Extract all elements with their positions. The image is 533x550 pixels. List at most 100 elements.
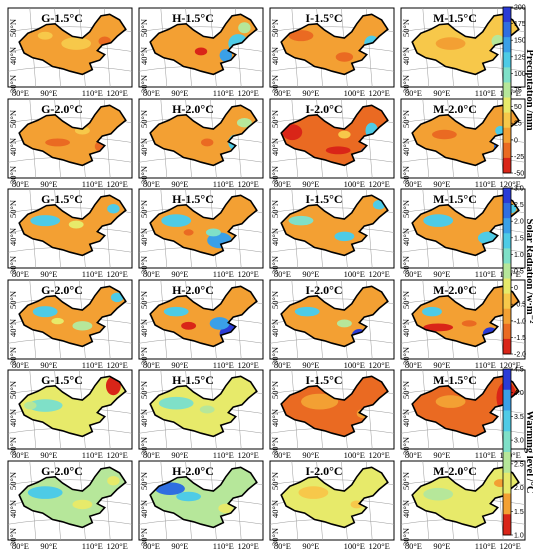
- longitude-label: 80°E: [274, 269, 291, 279]
- latitude-label: 50°N: [139, 19, 149, 37]
- value-region: [181, 321, 197, 330]
- china-outline: [18, 13, 127, 76]
- value-region: [72, 321, 93, 331]
- longitude-label: 120°E: [237, 179, 258, 189]
- longitude-label: 120°E: [368, 360, 389, 370]
- panel-title: H-2.0°C: [172, 102, 214, 116]
- longitude-label: 80°E: [143, 269, 160, 279]
- longitude-label: 100°E: [344, 179, 365, 189]
- longitude-label: 110°E: [82, 269, 103, 279]
- latitude-label: 40°N: [270, 500, 280, 518]
- map-panel: I-2.0°C 50°N 40°N 30°N80°E 90°E 100°E 120°E: [269, 279, 395, 370]
- value-region: [51, 317, 64, 325]
- longitude-label: 80°E: [143, 360, 160, 370]
- colorbar-tick-label: 1.0: [514, 252, 524, 259]
- latitude-label: 40°N: [139, 228, 149, 246]
- value-region: [288, 30, 314, 42]
- panel-title: H-1.5°C: [172, 373, 214, 387]
- value-region: [72, 499, 93, 510]
- panel-title: M-1.5°C: [433, 11, 477, 25]
- colorbar-tick-label: 1.5: [514, 235, 524, 242]
- longitude-label: 120°E: [368, 179, 389, 189]
- china-outline: [149, 285, 258, 348]
- value-region: [325, 146, 351, 155]
- longitude-label: 90°E: [302, 450, 319, 460]
- china-outline: [280, 104, 389, 167]
- longitude-label: 80°E: [405, 541, 422, 550]
- latitude-label: 40°N: [401, 228, 411, 246]
- china-outline: [149, 375, 258, 438]
- longitude-label: 120°E: [368, 269, 389, 279]
- value-region: [183, 229, 194, 236]
- longitude-label: 120°E: [237, 88, 258, 98]
- colorbar-tick-label: 0: [514, 137, 518, 144]
- china-outline: [149, 104, 258, 167]
- colorbar-segment: [503, 431, 511, 453]
- longitude-label: 90°E: [40, 269, 57, 279]
- map-panel: G-1.5°C 50°N 40°N 30°N80°E 90°E 110°E 120°E: [7, 188, 133, 279]
- colorbar-segment: [503, 263, 511, 279]
- latitude-label: 40°N: [139, 47, 149, 65]
- value-region: [158, 396, 194, 410]
- china-outline: [149, 466, 258, 529]
- latitude-label: 30°N: [401, 166, 411, 184]
- longitude-label: 110°E: [213, 179, 234, 189]
- latitude-label: 50°N: [270, 381, 280, 399]
- longitude-label: 90°E: [433, 179, 450, 189]
- colorbar-tick-label: 4.0: [514, 390, 524, 397]
- latitude-label: 40°N: [401, 138, 411, 156]
- latitude-label: 30°N: [401, 75, 411, 93]
- value-region: [27, 486, 63, 499]
- latitude-label: 30°N: [139, 166, 149, 184]
- colorbar: 200 175 150 125 100 75 50 25 0 -25 -50 Precipitatio…: [502, 5, 533, 178]
- value-region: [27, 399, 63, 412]
- colorbar-tick-label: -0.5: [514, 302, 526, 309]
- value-region: [435, 395, 466, 408]
- colorbar-tick-label: 200: [514, 5, 526, 12]
- colorbar-segment: [503, 293, 511, 310]
- colorbar-tick-label: 175: [514, 21, 526, 28]
- longitude-label: 100°E: [344, 450, 365, 460]
- panel-title: G-1.5°C: [41, 11, 83, 25]
- longitude-label: 120°E: [237, 541, 258, 550]
- longitude-label: 90°E: [433, 360, 450, 370]
- longitude-label: 120°E: [237, 450, 258, 460]
- latitude-label: 30°N: [8, 347, 18, 365]
- longitude-label: 80°E: [274, 179, 291, 189]
- value-region: [205, 228, 221, 237]
- panel-title: H-2.0°C: [172, 464, 214, 478]
- latitude-label: 50°N: [139, 200, 149, 218]
- value-region: [45, 138, 70, 147]
- colorbar-tick-label: 75: [514, 88, 522, 95]
- china-outline: [18, 194, 127, 257]
- panel-title: H-1.5°C: [172, 192, 214, 206]
- latitude-label: 50°N: [270, 291, 280, 309]
- china-outline: [18, 375, 127, 438]
- latitude-label: 30°N: [401, 437, 411, 455]
- value-region: [209, 317, 230, 330]
- longitude-label: 90°E: [433, 541, 450, 550]
- longitude-label: 110°E: [475, 179, 496, 189]
- value-region: [338, 130, 351, 139]
- longitude-label: 110°E: [82, 88, 103, 98]
- value-region: [201, 138, 214, 147]
- colorbar-tick-label: 2.5: [514, 202, 524, 209]
- colorbar-segment: [503, 218, 511, 234]
- panel-title: M-1.5°C: [433, 373, 477, 387]
- latitude-label: 40°N: [139, 319, 149, 337]
- colorbar-segment: [503, 112, 511, 129]
- latitude-label: 40°N: [8, 500, 18, 518]
- latitude-label: 50°N: [8, 291, 18, 309]
- longitude-label: 90°E: [171, 450, 188, 460]
- map-panel: M-2.0°C 50°N 40°N 30°N80°E 90°E 110°E 120°E: [400, 279, 526, 370]
- latitude-label: 30°N: [270, 166, 280, 184]
- map-panel: G-2.0°C 50°N 40°N 30°N80°E 90°E 110°E 120°E: [7, 279, 133, 370]
- latitude-label: 50°N: [8, 472, 18, 490]
- latitude-label: 40°N: [270, 409, 280, 427]
- colorbar-title: Solar Radiation /w·m⁻²: [524, 219, 533, 324]
- value-region: [432, 129, 457, 140]
- panel-title: M-2.0°C: [433, 102, 477, 116]
- latitude-label: 50°N: [8, 110, 18, 128]
- latitude-label: 40°N: [270, 47, 280, 65]
- longitude-label: 110°E: [82, 541, 103, 550]
